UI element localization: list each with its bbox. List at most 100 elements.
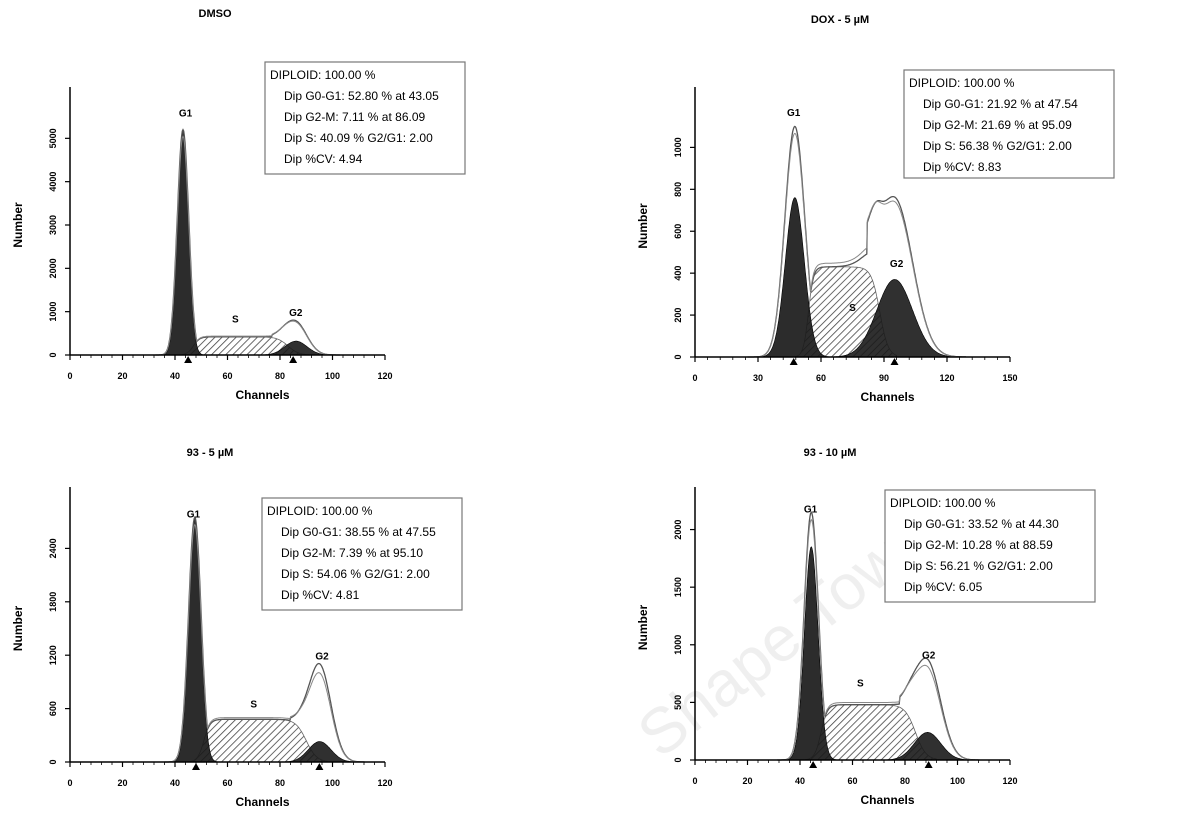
y-tick-label: 1500 — [673, 577, 683, 597]
y-tick-label: 2000 — [48, 258, 58, 278]
s-label: S — [232, 315, 239, 326]
stats-line: Dip S: 56.21 % G2/G1: 2.00 — [904, 559, 1053, 573]
x-tick-label: 60 — [847, 776, 857, 786]
y-tick-label: 1000 — [673, 635, 683, 655]
chart-panel-1: DMSO 0 20 40 60 80 100 120 0 1000 2000 3000 4000 5000… — [11, 8, 466, 402]
fit-envelope-line — [747, 132, 966, 358]
x-axis-title: Channels — [235, 795, 289, 809]
stats-diploid: DIPLOID: 100.00 % — [267, 504, 373, 518]
total-envelope-line — [777, 511, 980, 761]
chart-panel-3: 93 - 5 µM0 20 40 60 80 100 1200600120018002400… — [11, 447, 463, 809]
y-tick-label: 600 — [673, 224, 683, 239]
x-tick-label: 60 — [222, 778, 232, 788]
stats-line: Dip G0-G1: 38.55 % at 47.55 — [281, 525, 436, 539]
g2-label: G2 — [315, 652, 329, 663]
y-tick-label: 1000 — [48, 302, 58, 322]
chart-title: 93 - 5 µM — [187, 447, 234, 459]
g1-label: G1 — [187, 509, 201, 520]
x-tick-label: 100 — [950, 776, 965, 786]
y-tick-label: 2000 — [673, 520, 683, 540]
y-tick-label: 1000 — [673, 137, 683, 157]
y-tick-label: 1800 — [48, 592, 58, 612]
y-axis-title: Number — [11, 606, 25, 652]
stats-box — [261, 497, 463, 611]
stats-line: Dip G2-M: 7.39 % at 95.10 — [281, 546, 423, 560]
y-axis-title: Number — [636, 203, 650, 249]
g1-peak-area — [155, 128, 211, 356]
stats-line: Dip G2-M: 10.28 % at 88.59 — [904, 538, 1053, 552]
g1-label: G1 — [804, 504, 818, 515]
y-tick-label: 600 — [48, 701, 58, 716]
stats-line: Dip G2-M: 21.69 % at 95.09 — [923, 118, 1072, 132]
x-tick-label: 40 — [170, 778, 180, 788]
y-tick-label: 1200 — [48, 645, 58, 665]
g2-label: G2 — [890, 259, 904, 270]
fit-envelope-line — [164, 523, 365, 763]
x-axis-title: Channels — [860, 390, 914, 404]
stats-line: Dip %CV: 4.81 — [281, 588, 360, 602]
x-tick-label: 40 — [795, 776, 805, 786]
x-tick-label: 80 — [900, 776, 910, 786]
y-tick-label: 0 — [48, 759, 58, 764]
y-tick-label: 2400 — [48, 538, 58, 558]
stats-line: Dip G2-M: 7.11 % at 86.09 — [284, 110, 426, 124]
x-tick-label: 120 — [1002, 776, 1017, 786]
peak-marker — [184, 356, 193, 363]
chart-panel-2: DOX - 5 µM 0 30 60 90 120 150 0 200 400 600 800 1000… — [636, 14, 1115, 404]
x-axis-title: Channels — [860, 793, 914, 807]
peak-marker — [289, 356, 298, 363]
peak-marker — [890, 358, 899, 365]
stats-line: Dip S: 54.06 % G2/G1: 2.00 — [281, 567, 430, 581]
y-axis-title: Number — [636, 605, 650, 651]
x-tick-label: 40 — [170, 371, 180, 381]
y-tick-label: 200 — [673, 308, 683, 323]
y-tick-label: 400 — [673, 266, 683, 281]
stats-box — [903, 69, 1115, 179]
g2-peak-area — [823, 279, 967, 358]
stats-line: Dip %CV: 6.05 — [904, 580, 983, 594]
y-tick-label: 500 — [673, 695, 683, 710]
g2-label: G2 — [922, 651, 936, 662]
s-label: S — [250, 700, 257, 711]
stats-line: Dip S: 40.09 % G2/G1: 2.00 — [284, 131, 433, 145]
stats-diploid: DIPLOID: 100.00 % — [890, 496, 996, 510]
peak-marker — [809, 761, 818, 768]
stats-line: Dip %CV: 4.94 — [284, 152, 363, 166]
x-tick-label: 60 — [816, 373, 826, 383]
g2-label: G2 — [289, 308, 303, 319]
chart-title: DOX - 5 µM — [811, 14, 869, 26]
peak-marker — [315, 763, 324, 770]
y-tick-label: 4000 — [48, 172, 58, 192]
stats-diploid: DIPLOID: 100.00 % — [909, 76, 1015, 90]
y-tick-label: 0 — [673, 354, 683, 359]
x-axis-title: Channels — [235, 388, 289, 402]
stats-line: Dip %CV: 8.83 — [923, 160, 1002, 174]
x-tick-label: 20 — [117, 371, 127, 381]
y-tick-label: 3000 — [48, 215, 58, 235]
x-tick-label: 0 — [692, 776, 697, 786]
x-tick-label: 0 — [67, 371, 72, 381]
x-tick-label: 80 — [275, 371, 285, 381]
x-tick-label: 30 — [753, 373, 763, 383]
chart-title: 93 - 10 µM — [804, 447, 857, 459]
stats-box — [884, 489, 1096, 603]
g1-label: G1 — [179, 109, 193, 120]
y-tick-label: 0 — [673, 757, 683, 762]
x-tick-label: 120 — [377, 371, 392, 381]
x-tick-label: 0 — [67, 778, 72, 788]
x-tick-label: 100 — [325, 371, 340, 381]
peak-marker — [789, 358, 798, 365]
y-tick-label: 5000 — [48, 128, 58, 148]
y-tick-label: 800 — [673, 182, 683, 197]
x-tick-label: 150 — [1002, 373, 1017, 383]
y-axis-title: Number — [11, 202, 25, 248]
peak-marker — [924, 761, 933, 768]
x-tick-label: 80 — [275, 778, 285, 788]
fit-envelope-line — [155, 135, 340, 356]
stats-line: Dip G0-G1: 33.52 % at 44.30 — [904, 517, 1059, 531]
stats-line: Dip S: 56.38 % G2/G1: 2.00 — [923, 139, 1072, 153]
x-tick-label: 100 — [325, 778, 340, 788]
peak-marker — [192, 763, 200, 770]
g1-label: G1 — [787, 108, 801, 119]
stats-line: Dip G0-G1: 52.80 % at 43.05 — [284, 89, 439, 103]
